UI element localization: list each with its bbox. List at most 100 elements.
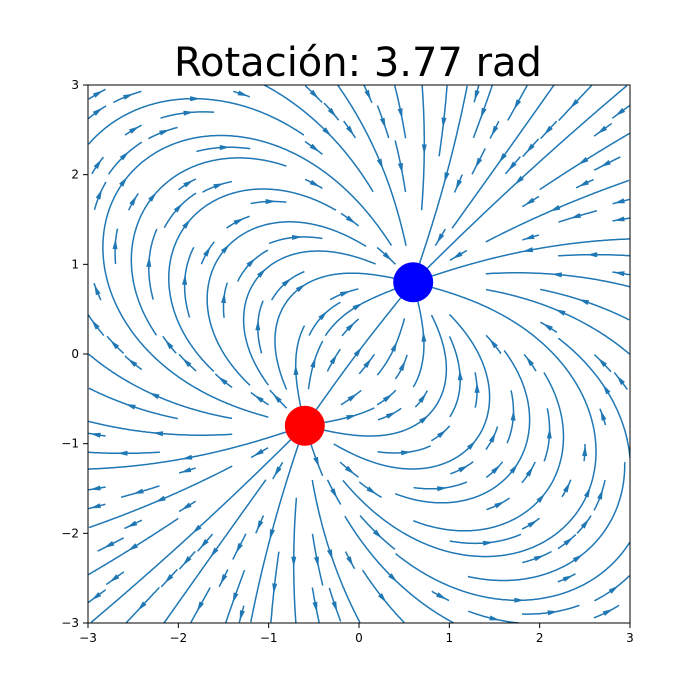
streamline-arrow (614, 271, 625, 277)
charges (284, 262, 434, 446)
streamline-arrow (551, 272, 562, 278)
streamline-arrow (281, 278, 292, 287)
streamline-arrow (480, 107, 487, 119)
streamline-arrow (437, 429, 447, 439)
streamline-arrow (513, 99, 522, 110)
streamline-arrow (363, 358, 372, 368)
streamline-arrow (457, 369, 463, 381)
streamline-arrow (183, 180, 194, 188)
streamline-arrow (489, 615, 500, 621)
streamline-arrow (441, 117, 447, 128)
streamline (237, 249, 269, 282)
plot-frame (87, 84, 631, 624)
streamline-arrow (444, 172, 450, 183)
streamline-arrow (563, 482, 570, 493)
streamline-arrow (137, 601, 147, 611)
streamline-arrow (90, 485, 101, 491)
streamline-arrow (547, 610, 559, 616)
streamline-arrow (578, 299, 590, 305)
streamline-arrow (196, 601, 204, 612)
streamline-arrow (92, 90, 104, 98)
streamline-arrow (598, 357, 607, 368)
streamline-arrow (112, 238, 118, 250)
streamline-arrow (346, 125, 354, 136)
streamline-arrow (213, 183, 224, 190)
streamline (88, 431, 287, 470)
streamline-arrow (390, 341, 398, 352)
streamline-arrow (542, 323, 553, 331)
y-tick-label: −2 (61, 526, 79, 540)
streamline-arrow (218, 376, 228, 385)
streamline-arrow (524, 197, 535, 206)
y-tick-label: 3 (71, 78, 79, 92)
streamline-arrow (397, 162, 403, 174)
streamline-arrow (309, 89, 319, 99)
streamline-arrow (190, 96, 201, 102)
streamline-arrow (398, 360, 406, 371)
streamline-arrow (526, 356, 534, 367)
streamline-arrow (509, 463, 518, 474)
streamline-arrow (347, 393, 358, 402)
streamline-arrow (192, 524, 202, 534)
streamline-arrow (149, 392, 160, 400)
streamline-arrow (514, 597, 525, 603)
streamline-arrow (489, 338, 498, 349)
streamline-arrow (436, 233, 445, 244)
streamline-arrow (327, 107, 337, 118)
streamline-arrow (376, 158, 384, 170)
streamline (263, 85, 374, 193)
x-tick-label: −1 (260, 631, 278, 645)
positive-charge-marker (284, 405, 325, 446)
streamline-arrow (419, 415, 429, 424)
streamline-arrow (602, 384, 611, 395)
streamline (270, 270, 305, 301)
streamline-arrow (327, 549, 333, 560)
streamline-arrow (123, 93, 134, 100)
streamline (376, 318, 406, 376)
streamline (413, 372, 565, 532)
streamline-arrow (90, 432, 101, 438)
streamline-arrow (181, 454, 193, 460)
streamline-arrow (616, 375, 625, 386)
streamline-arrow (310, 357, 316, 368)
streamline-arrow (274, 466, 282, 477)
streamline-arrow (494, 501, 505, 509)
streamline-arrow (133, 488, 144, 494)
streamline-arrow (164, 574, 174, 584)
streamline-arrow (272, 583, 278, 594)
streamline-arrow (578, 156, 589, 165)
streamline-arrow (474, 90, 480, 101)
streamline (344, 515, 455, 623)
x-tick-label: 3 (626, 631, 634, 645)
streamline-arrow (159, 129, 170, 136)
streamline-arrow (345, 215, 356, 224)
streamline-arrow (582, 445, 588, 457)
streamline-arrow (253, 448, 264, 457)
streamline-arrow (584, 487, 591, 498)
streamline-arrow (239, 610, 245, 621)
streamline-arrow (165, 339, 174, 350)
streamline-arrow (578, 179, 589, 187)
streamline-arrow (92, 107, 103, 116)
streamline-arrow (344, 465, 355, 475)
streamline-arrow (309, 143, 320, 152)
x-tick-label: −2 (169, 631, 187, 645)
streamline-arrow (126, 520, 138, 528)
streamline-arrow (329, 354, 337, 365)
streamline-arrow (498, 153, 507, 163)
streamline-arrow (466, 440, 476, 450)
streamline-arrow (330, 488, 338, 499)
y-tick-label: 1 (71, 257, 79, 271)
streamline-arrow (253, 394, 264, 403)
streamline-arrow (182, 219, 191, 229)
streamlines (88, 85, 630, 623)
streamline-arrow (353, 347, 362, 357)
streamline-arrow (527, 520, 538, 528)
streamline-arrow (255, 319, 261, 331)
streamline (337, 85, 407, 247)
streamline (308, 301, 341, 336)
streamline-arrow (146, 256, 152, 267)
x-tick-label: 2 (536, 631, 544, 645)
streamline-arrow (580, 518, 590, 529)
streamline-arrow (549, 205, 561, 212)
